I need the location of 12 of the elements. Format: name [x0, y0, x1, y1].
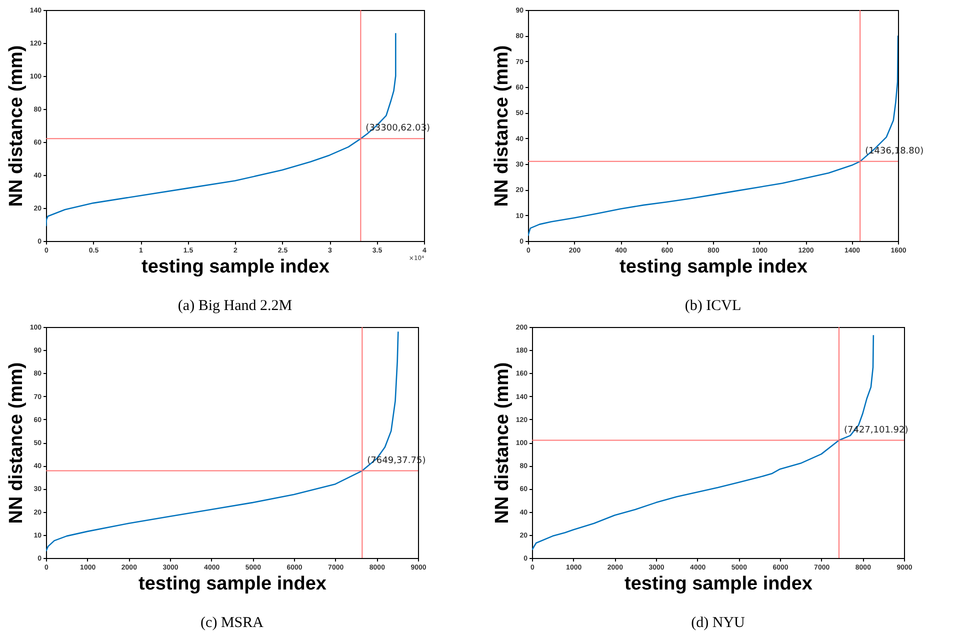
text: (c) MSRA [200, 615, 264, 631]
y-axis-title: NN distance (mm) [6, 362, 27, 524]
x-axis-title: testing sample index [142, 256, 330, 278]
y-axis-title: NN distance (mm) [6, 45, 27, 207]
y-axis-title: NN distance (mm) [492, 362, 513, 524]
x-axis-title: testing sample index [138, 574, 327, 594]
text: (d) NYU [691, 615, 746, 631]
x-axis-title: testing sample index [620, 256, 808, 278]
text: (b) ICVL [684, 298, 742, 314]
text: (a) Big Hand 2.2M [178, 298, 292, 314]
x-axis-title: testing sample index [624, 574, 813, 594]
y-axis-title: NN distance (mm) [492, 45, 513, 207]
